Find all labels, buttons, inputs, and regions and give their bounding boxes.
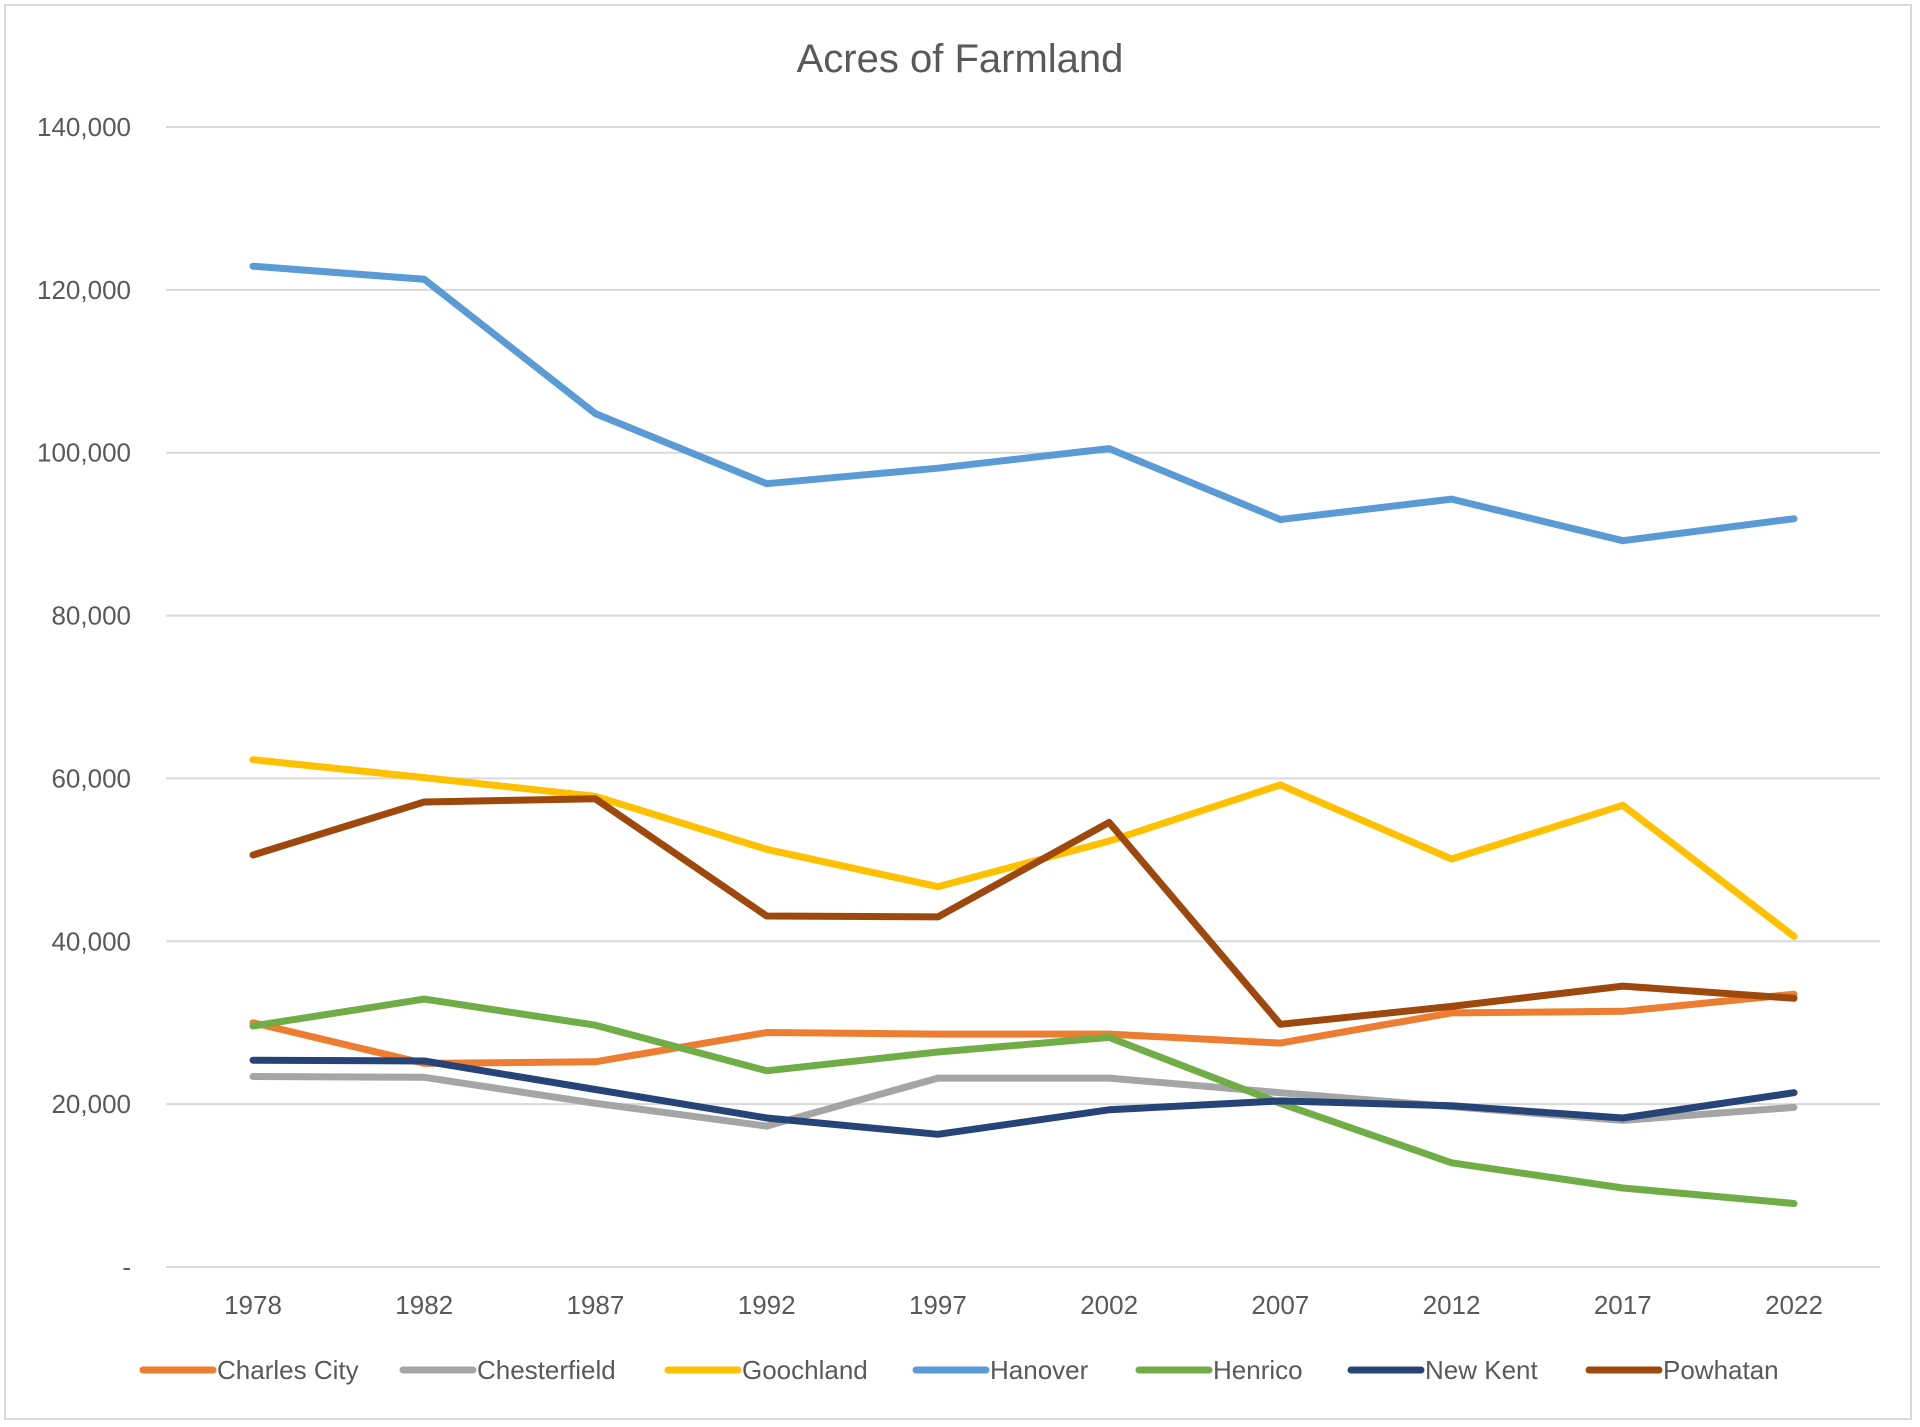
x-tick-label: 1978 — [224, 1290, 282, 1320]
x-tick-label: 1987 — [567, 1290, 625, 1320]
x-tick-label: 1992 — [738, 1290, 796, 1320]
series-line-powhatan — [249, 795, 1798, 1028]
legend-item-henrico: Henrico — [1135, 1355, 1303, 1385]
x-tick-label: 2002 — [1080, 1290, 1138, 1320]
legend-label: Chesterfield — [477, 1355, 616, 1385]
series-lines — [249, 262, 1798, 1207]
legend: Charles City Chesterfield Goochland Hanover… — [139, 1355, 1779, 1385]
series-line-goochland — [249, 756, 1798, 940]
series-line-henrico — [249, 995, 1798, 1207]
legend-label: New Kent — [1425, 1355, 1538, 1385]
x-tick-label: 2007 — [1251, 1290, 1309, 1320]
series-line-charles-city — [249, 990, 1798, 1067]
y-tick-label: 20,000 — [51, 1089, 131, 1119]
legend-label: Goochland — [742, 1355, 868, 1385]
legend-item-new-kent: New Kent — [1347, 1355, 1538, 1385]
gridlines — [166, 126, 1880, 1268]
y-axis-tick-labels: - 20,000 40,000 60,000 80,000 100,000 120,000 1… — [37, 112, 131, 1282]
x-tick-label: 2022 — [1765, 1290, 1823, 1320]
legend-label: Charles City — [217, 1355, 359, 1385]
x-axis-tick-labels: 1978 1982 1987 1992 1997 2002 2007 2012 2017 2022 — [224, 1290, 1823, 1320]
x-tick-label: 1997 — [909, 1290, 967, 1320]
x-tick-label: 2017 — [1594, 1290, 1652, 1320]
series-line-hanover — [249, 262, 1798, 545]
y-tick-label: 60,000 — [51, 763, 131, 793]
y-tick-label: 80,000 — [51, 601, 131, 631]
legend-label: Hanover — [990, 1355, 1089, 1385]
x-tick-label: 2012 — [1423, 1290, 1481, 1320]
x-tick-label: 1982 — [395, 1290, 453, 1320]
y-tick-label: - — [122, 1252, 131, 1282]
chart-title: Acres of Farmland — [797, 37, 1124, 81]
legend-item-powhatan: Powhatan — [1585, 1355, 1779, 1385]
legend-item-chesterfield: Chesterfield — [399, 1355, 616, 1385]
y-tick-label: 40,000 — [51, 926, 131, 956]
y-tick-label: 140,000 — [37, 112, 131, 142]
legend-item-goochland: Goochland — [664, 1355, 868, 1385]
legend-label: Powhatan — [1663, 1355, 1779, 1385]
y-tick-label: 100,000 — [37, 438, 131, 468]
legend-item-hanover: Hanover — [912, 1355, 1089, 1385]
legend-label: Henrico — [1213, 1355, 1303, 1385]
legend-item-charles-city: Charles City — [139, 1355, 359, 1385]
series-line-new-kent — [249, 1056, 1798, 1138]
y-tick-label: 120,000 — [37, 275, 131, 305]
